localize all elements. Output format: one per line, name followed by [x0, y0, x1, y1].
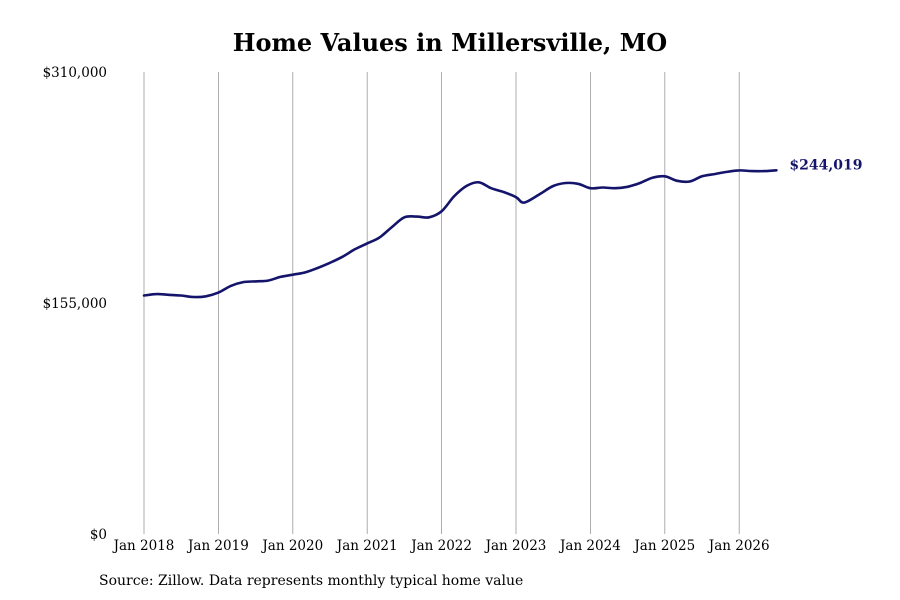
- source-note: Source: Zillow. Data represents monthly …: [99, 573, 524, 589]
- y-tick-labels: $310,000 $155,000 $0: [43, 65, 107, 543]
- x-tick-label: Jan 2020: [260, 538, 323, 554]
- x-tick-label: Jan 2021: [335, 538, 398, 554]
- y-tick-label: $310,000: [43, 65, 107, 81]
- chart-title: Home Values in Millersville, MO: [232, 28, 668, 57]
- x-tick-label: Jan 2018: [112, 538, 175, 554]
- grid-lines: [143, 72, 740, 534]
- x-tick-label: Jan 2022: [409, 538, 472, 554]
- y-tick-label: $155,000: [43, 296, 107, 312]
- y-tick-label: $0: [90, 527, 107, 543]
- x-tick-label: Jan 2024: [558, 538, 621, 554]
- x-tick-labels: Jan 2018 Jan 2019 Jan 2020 Jan 2021 Jan 2022…: [112, 538, 770, 554]
- x-tick-label: Jan 2026: [707, 538, 770, 554]
- x-tick-label: Jan 2019: [186, 538, 249, 554]
- x-tick-label: Jan 2023: [484, 538, 547, 554]
- end-value-label: $244,019: [789, 157, 862, 173]
- x-tick-label: Jan 2025: [632, 538, 695, 554]
- home-value-line: [142, 169, 778, 299]
